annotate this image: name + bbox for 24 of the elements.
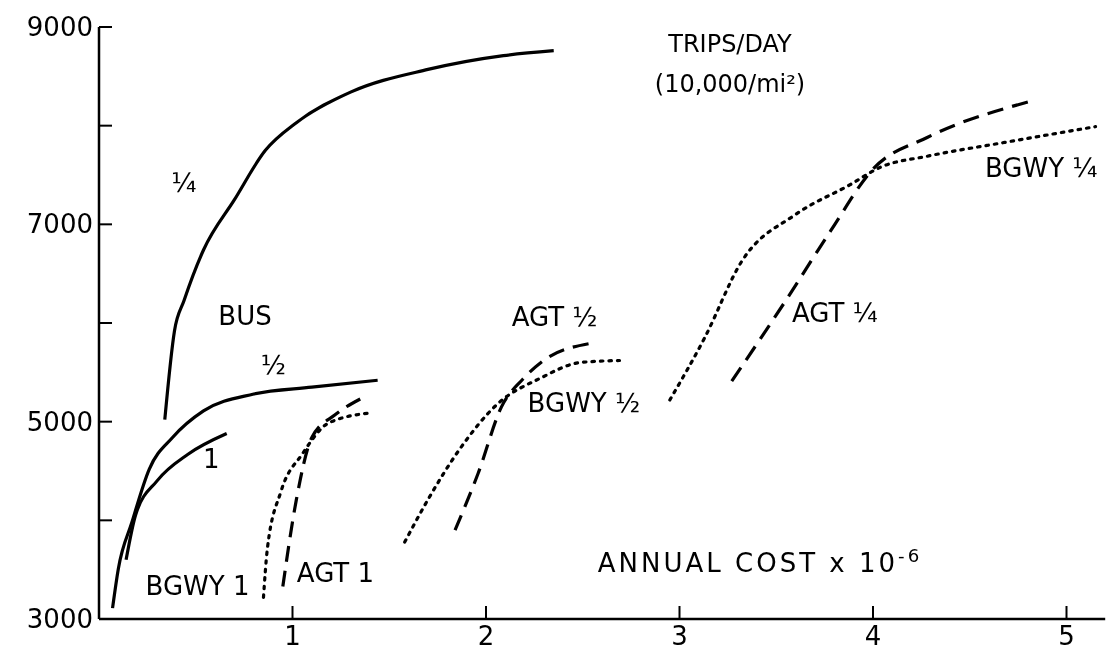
x-tick-label: 5 — [1058, 621, 1075, 651]
series-label: AGT ½ — [511, 301, 598, 332]
x-axis-title: ANNUAL COST x 10$^{-6}$ — [597, 544, 923, 578]
series-label: ¼ — [171, 167, 197, 198]
series-label: BGWY ½ — [527, 387, 641, 418]
series-label: AGT 1 — [296, 558, 375, 589]
x-tick-label: 4 — [864, 621, 882, 651]
line-series — [110, 378, 380, 610]
annotation: BUS — [218, 301, 272, 331]
x-tick-label: 1 — [284, 621, 301, 651]
series-label: AGT ¼ — [791, 298, 878, 329]
line-series — [124, 431, 229, 562]
x-tick-label: 3 — [671, 621, 688, 651]
series-label: BGWY 1 — [145, 571, 250, 602]
chart-title: TRIPS/DAY — [667, 30, 793, 58]
y-tick-label: 9000 — [26, 12, 93, 43]
text: (10,000/mi²) — [654, 70, 806, 98]
series-label: 1 — [203, 444, 220, 475]
series-label: ½ — [260, 350, 286, 381]
y-tick-label: 5000 — [26, 406, 93, 437]
series-label: BGWY ¼ — [984, 152, 1098, 183]
y-tick-label: 7000 — [26, 209, 93, 240]
y-tick-label: 3000 — [26, 604, 93, 635]
x-tick-label: 2 — [477, 621, 495, 651]
